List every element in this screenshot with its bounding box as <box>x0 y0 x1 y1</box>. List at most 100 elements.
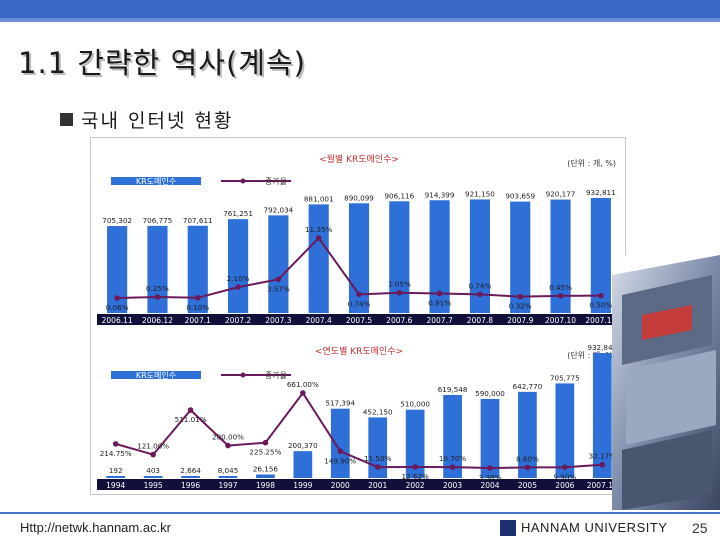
bar-label-0-7: 906,116 <box>384 191 414 200</box>
bar-label-1-0: 192 <box>109 466 123 475</box>
growth-point-1-10 <box>487 465 493 471</box>
growth-label-0-2: 0.10% <box>186 303 209 312</box>
bullet-text: 국내 인터넷 현황 <box>81 110 234 132</box>
growth-label-0-1: 0.25% <box>146 284 169 293</box>
growth-label-1-2: 511.01% <box>175 415 207 424</box>
growth-point-0-0 <box>114 295 120 301</box>
top-accent-stripe <box>0 18 720 22</box>
growth-label-0-0: 0.06% <box>106 303 129 312</box>
x-tick-label-0-0: 2006.11 <box>102 316 133 325</box>
growth-label-1-7: 11.50% <box>364 454 392 463</box>
bar-label-0-5: 881,001 <box>304 194 334 203</box>
x-tick-label-0-9: 2007.8 <box>467 316 493 325</box>
growth-label-0-3: 2.10% <box>227 274 250 283</box>
bar-0-4 <box>268 215 289 313</box>
growth-label-1-12: 9.90% <box>553 472 576 481</box>
legend-bar-swatch-0 <box>111 177 201 185</box>
slide-title: 1.1 간략한 역사(계속) <box>18 46 306 80</box>
growth-label-0-8: 0.91% <box>428 298 451 307</box>
x-tick-label-1-10: 2004 <box>480 481 499 490</box>
chart-unit-note-0: (단위 : 개, %) <box>567 158 616 168</box>
x-tick-label-1-8: 2002 <box>406 481 425 490</box>
growth-label-1-9: 10.70% <box>439 454 467 463</box>
x-tick-label-1-2: 1996 <box>181 481 200 490</box>
chart-title-0: <월별 KR도메인수> <box>319 153 399 165</box>
bar-0-6 <box>348 203 370 313</box>
bar-label-1-10: 590,000 <box>475 389 505 398</box>
bar-1-2 <box>181 476 200 478</box>
bar-0-9 <box>469 199 490 313</box>
bullet-row: 국내 인터넷 현황 <box>60 106 233 133</box>
bar-label-1-12: 705,775 <box>550 373 580 382</box>
growth-point-0-10 <box>517 293 524 300</box>
bar-0-2 <box>187 225 208 313</box>
growth-label-0-7: 1.05% <box>388 280 411 289</box>
bar-label-1-6: 517,394 <box>325 399 355 408</box>
x-tick-label-1-4: 1998 <box>256 481 275 490</box>
legend-bar-label-0: KR도메인수 <box>136 176 176 186</box>
bar-0-3 <box>228 219 249 313</box>
bar-1-1 <box>143 476 163 478</box>
bar-label-1-7: 452,150 <box>363 407 393 416</box>
bar-label-0-4: 792,034 <box>264 205 294 214</box>
bar-0-7 <box>389 201 410 313</box>
decorative-keyboard-photo <box>612 255 720 510</box>
x-tick-label-1-9: 2003 <box>443 481 462 490</box>
bar-label-1-9: 619,548 <box>438 385 468 394</box>
growth-label-1-3: 200.00% <box>212 433 244 442</box>
growth-label-1-8: 12.62% <box>401 472 429 481</box>
growth-point-0-11 <box>557 293 564 299</box>
bar-0-11 <box>550 199 571 313</box>
x-tick-label-0-12: 2007.11 <box>585 316 616 325</box>
growth-point-1-3 <box>225 442 231 449</box>
x-tick-label-0-7: 2007.6 <box>386 316 412 325</box>
growth-label-0-10: 0.32% <box>509 302 532 311</box>
growth-point-1-5 <box>300 390 306 396</box>
growth-label-1-6: 149.90% <box>324 456 356 465</box>
bar-label-1-11: 642,770 <box>513 382 543 391</box>
bar-1-6 <box>330 408 350 478</box>
growth-point-0-7 <box>396 289 403 296</box>
bar-label-1-13: 932,841 <box>587 343 617 352</box>
x-tick-label-1-3: 1997 <box>218 481 237 490</box>
growth-point-1-8 <box>412 464 418 470</box>
growth-point-0-9 <box>477 291 483 298</box>
page-number: 25 <box>692 520 708 536</box>
x-tick-label-0-2: 2007.1 <box>185 316 211 325</box>
growth-point-1-7 <box>374 464 381 470</box>
bar-label-0-3: 761,251 <box>223 209 253 218</box>
growth-point-1-2 <box>187 407 194 413</box>
growth-point-0-2 <box>194 294 201 301</box>
bullet-square-icon <box>60 113 73 126</box>
bar-label-0-2: 707,611 <box>183 216 213 225</box>
x-tick-label-1-7: 2001 <box>368 481 387 490</box>
x-axis-band-1 <box>97 479 621 490</box>
growth-label-1-11: 8.60% <box>516 454 539 463</box>
x-tick-label-1-11: 2005 <box>518 481 537 490</box>
bar-1-11 <box>518 391 537 478</box>
growth-label-1-4: 225.25% <box>249 448 281 457</box>
bar-0-0 <box>107 226 128 313</box>
bar-1-13 <box>592 353 612 478</box>
bar-0-1 <box>147 225 168 313</box>
growth-label-1-1: 121.00% <box>137 442 169 451</box>
growth-line-1 <box>115 391 603 470</box>
domain-statistics-figure: <월별 KR도메인수> (단위 : 개, %) KR도메인수 증가율 705,302 20… <box>90 137 626 495</box>
growth-point-0-1 <box>154 294 161 300</box>
bar-label-0-11: 920,177 <box>546 190 576 199</box>
footer-url: Http://netwk.hannam.ac.kr <box>20 520 172 535</box>
legend-line-marker-1 <box>240 372 246 378</box>
bar-label-0-1: 706,775 <box>143 216 173 225</box>
bar-label-1-8: 510,000 <box>400 400 430 409</box>
growth-label-1-0: 214.75% <box>100 449 132 458</box>
bar-1-3 <box>218 476 238 478</box>
bar-0-5 <box>308 204 329 313</box>
x-tick-label-1-5: 1999 <box>293 481 312 490</box>
x-tick-label-0-3: 2007.2 <box>225 316 251 325</box>
bar-label-0-10: 903,659 <box>505 192 535 201</box>
x-tick-label-0-5: 2007.4 <box>306 316 332 325</box>
growth-point-1-6 <box>337 448 344 455</box>
legend-line-marker-0 <box>240 178 246 184</box>
growth-label-0-9: 0.74% <box>469 281 492 290</box>
legend-line-label-0: 증가율 <box>265 177 287 186</box>
